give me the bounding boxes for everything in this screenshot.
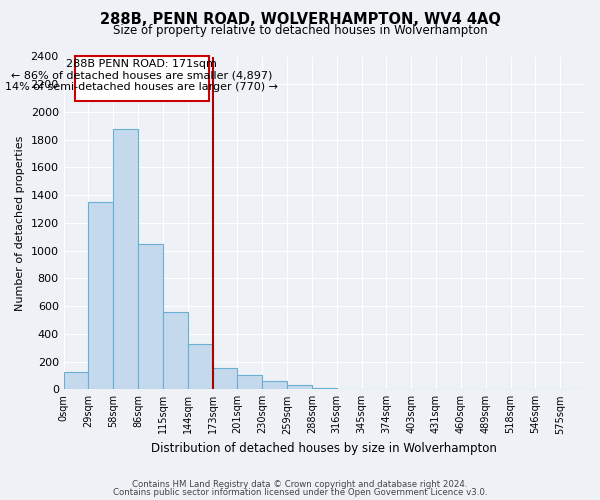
Text: 14% of semi-detached houses are larger (770) →: 14% of semi-detached houses are larger (… [5, 82, 278, 92]
Bar [138, 244, 163, 390]
Text: 288B PENN ROAD: 171sqm: 288B PENN ROAD: 171sqm [67, 60, 217, 70]
Bar [535, 388, 560, 390]
Text: Size of property relative to detached houses in Wolverhampton: Size of property relative to detached ho… [113, 24, 487, 37]
Bar [64, 372, 88, 390]
Bar [163, 312, 188, 390]
Bar [238, 374, 262, 390]
Bar [461, 388, 485, 390]
Text: ← 86% of detached houses are smaller (4,897): ← 86% of detached houses are smaller (4,… [11, 70, 272, 81]
Bar [312, 388, 337, 390]
Text: 288B, PENN ROAD, WOLVERHAMPTON, WV4 4AQ: 288B, PENN ROAD, WOLVERHAMPTON, WV4 4AQ [100, 12, 500, 28]
Bar [287, 385, 312, 390]
Bar [262, 381, 287, 390]
Bar [337, 388, 362, 390]
FancyBboxPatch shape [75, 56, 209, 101]
Text: Contains public sector information licensed under the Open Government Licence v3: Contains public sector information licen… [113, 488, 487, 497]
Bar [212, 368, 238, 390]
Text: Contains HM Land Registry data © Crown copyright and database right 2024.: Contains HM Land Registry data © Crown c… [132, 480, 468, 489]
Bar [113, 128, 138, 390]
Y-axis label: Number of detached properties: Number of detached properties [15, 135, 25, 310]
Bar [88, 202, 113, 390]
Bar [188, 344, 212, 390]
X-axis label: Distribution of detached houses by size in Wolverhampton: Distribution of detached houses by size … [151, 442, 497, 455]
